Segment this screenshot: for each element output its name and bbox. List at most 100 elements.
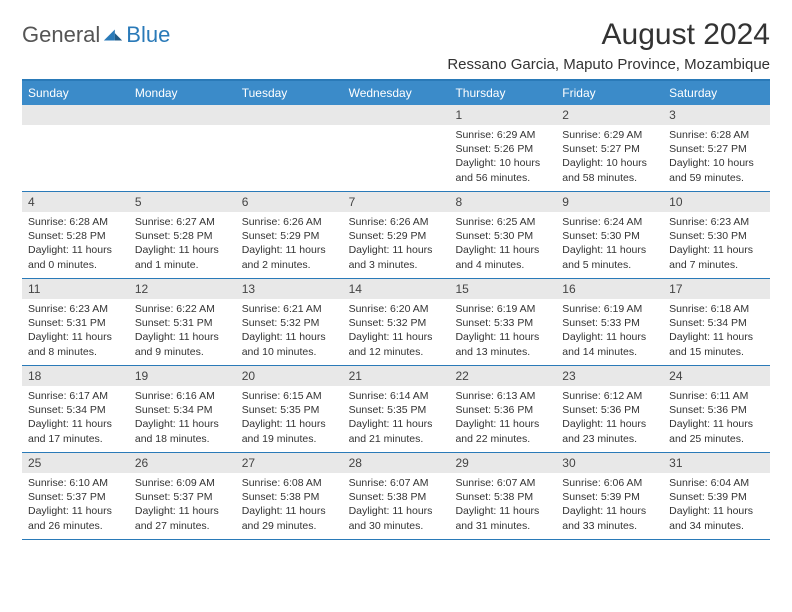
day-cell: 8Sunrise: 6:25 AMSunset: 5:30 PMDaylight… <box>449 192 556 278</box>
sun-info: Sunrise: 6:04 AMSunset: 5:39 PMDaylight:… <box>663 473 770 539</box>
day-cell: 4Sunrise: 6:28 AMSunset: 5:28 PMDaylight… <box>22 192 129 278</box>
date-number: 12 <box>129 279 236 299</box>
calendar: SundayMondayTuesdayWednesdayThursdayFrid… <box>22 79 770 540</box>
date-number: 29 <box>449 453 556 473</box>
day-cell: 26Sunrise: 6:09 AMSunset: 5:37 PMDayligh… <box>129 453 236 539</box>
date-number: 20 <box>236 366 343 386</box>
sun-info: Sunrise: 6:18 AMSunset: 5:34 PMDaylight:… <box>663 299 770 365</box>
day-cell: 28Sunrise: 6:07 AMSunset: 5:38 PMDayligh… <box>343 453 450 539</box>
day-header: Sunday <box>22 81 129 105</box>
day-cell <box>343 105 450 191</box>
date-number: 30 <box>556 453 663 473</box>
sun-info: Sunrise: 6:28 AMSunset: 5:27 PMDaylight:… <box>663 125 770 191</box>
sun-info: Sunrise: 6:07 AMSunset: 5:38 PMDaylight:… <box>343 473 450 539</box>
day-header: Saturday <box>663 81 770 105</box>
logo-text-general: General <box>22 22 100 48</box>
day-cell: 6Sunrise: 6:26 AMSunset: 5:29 PMDaylight… <box>236 192 343 278</box>
day-cell: 16Sunrise: 6:19 AMSunset: 5:33 PMDayligh… <box>556 279 663 365</box>
date-number: 7 <box>343 192 450 212</box>
day-cell: 1Sunrise: 6:29 AMSunset: 5:26 PMDaylight… <box>449 105 556 191</box>
sun-info: Sunrise: 6:15 AMSunset: 5:35 PMDaylight:… <box>236 386 343 452</box>
week-row: 1Sunrise: 6:29 AMSunset: 5:26 PMDaylight… <box>22 105 770 192</box>
logo: General Blue <box>22 22 170 48</box>
date-number: 27 <box>236 453 343 473</box>
sun-info: Sunrise: 6:26 AMSunset: 5:29 PMDaylight:… <box>236 212 343 278</box>
sun-info: Sunrise: 6:27 AMSunset: 5:28 PMDaylight:… <box>129 212 236 278</box>
date-number: 16 <box>556 279 663 299</box>
week-row: 25Sunrise: 6:10 AMSunset: 5:37 PMDayligh… <box>22 453 770 540</box>
date-number: 6 <box>236 192 343 212</box>
date-number <box>236 105 343 125</box>
day-cell: 21Sunrise: 6:14 AMSunset: 5:35 PMDayligh… <box>343 366 450 452</box>
day-cell: 31Sunrise: 6:04 AMSunset: 5:39 PMDayligh… <box>663 453 770 539</box>
day-cell: 12Sunrise: 6:22 AMSunset: 5:31 PMDayligh… <box>129 279 236 365</box>
sun-info: Sunrise: 6:23 AMSunset: 5:30 PMDaylight:… <box>663 212 770 278</box>
page-header: General Blue August 2024 Ressano Garcia,… <box>22 18 770 73</box>
day-cell: 18Sunrise: 6:17 AMSunset: 5:34 PMDayligh… <box>22 366 129 452</box>
date-number: 24 <box>663 366 770 386</box>
sun-info: Sunrise: 6:21 AMSunset: 5:32 PMDaylight:… <box>236 299 343 365</box>
sun-info: Sunrise: 6:06 AMSunset: 5:39 PMDaylight:… <box>556 473 663 539</box>
date-number <box>343 105 450 125</box>
weeks-container: 1Sunrise: 6:29 AMSunset: 5:26 PMDaylight… <box>22 105 770 540</box>
day-cell: 3Sunrise: 6:28 AMSunset: 5:27 PMDaylight… <box>663 105 770 191</box>
date-number: 9 <box>556 192 663 212</box>
sun-info: Sunrise: 6:07 AMSunset: 5:38 PMDaylight:… <box>449 473 556 539</box>
day-cell: 29Sunrise: 6:07 AMSunset: 5:38 PMDayligh… <box>449 453 556 539</box>
sun-info: Sunrise: 6:09 AMSunset: 5:37 PMDaylight:… <box>129 473 236 539</box>
day-header: Tuesday <box>236 81 343 105</box>
day-cell: 5Sunrise: 6:27 AMSunset: 5:28 PMDaylight… <box>129 192 236 278</box>
title-block: August 2024 Ressano Garcia, Maputo Provi… <box>447 18 770 73</box>
day-cell <box>236 105 343 191</box>
date-number <box>22 105 129 125</box>
day-cell: 10Sunrise: 6:23 AMSunset: 5:30 PMDayligh… <box>663 192 770 278</box>
date-number: 15 <box>449 279 556 299</box>
sun-info: Sunrise: 6:10 AMSunset: 5:37 PMDaylight:… <box>22 473 129 539</box>
day-cell: 15Sunrise: 6:19 AMSunset: 5:33 PMDayligh… <box>449 279 556 365</box>
sun-info: Sunrise: 6:12 AMSunset: 5:36 PMDaylight:… <box>556 386 663 452</box>
date-number: 17 <box>663 279 770 299</box>
date-number: 8 <box>449 192 556 212</box>
date-number: 1 <box>449 105 556 125</box>
sun-info: Sunrise: 6:20 AMSunset: 5:32 PMDaylight:… <box>343 299 450 365</box>
logo-text-blue: Blue <box>126 22 170 48</box>
day-header: Monday <box>129 81 236 105</box>
week-row: 11Sunrise: 6:23 AMSunset: 5:31 PMDayligh… <box>22 279 770 366</box>
day-header: Friday <box>556 81 663 105</box>
sun-info: Sunrise: 6:23 AMSunset: 5:31 PMDaylight:… <box>22 299 129 365</box>
sun-info: Sunrise: 6:16 AMSunset: 5:34 PMDaylight:… <box>129 386 236 452</box>
date-number: 14 <box>343 279 450 299</box>
date-number: 13 <box>236 279 343 299</box>
day-cell: 17Sunrise: 6:18 AMSunset: 5:34 PMDayligh… <box>663 279 770 365</box>
sun-info: Sunrise: 6:08 AMSunset: 5:38 PMDaylight:… <box>236 473 343 539</box>
day-header: Wednesday <box>343 81 450 105</box>
date-number: 25 <box>22 453 129 473</box>
date-number: 31 <box>663 453 770 473</box>
date-number: 26 <box>129 453 236 473</box>
day-header-row: SundayMondayTuesdayWednesdayThursdayFrid… <box>22 81 770 105</box>
sun-info: Sunrise: 6:13 AMSunset: 5:36 PMDaylight:… <box>449 386 556 452</box>
date-number <box>129 105 236 125</box>
date-number: 10 <box>663 192 770 212</box>
day-cell: 7Sunrise: 6:26 AMSunset: 5:29 PMDaylight… <box>343 192 450 278</box>
date-number: 4 <box>22 192 129 212</box>
day-cell <box>129 105 236 191</box>
day-cell: 22Sunrise: 6:13 AMSunset: 5:36 PMDayligh… <box>449 366 556 452</box>
day-cell: 11Sunrise: 6:23 AMSunset: 5:31 PMDayligh… <box>22 279 129 365</box>
day-cell: 23Sunrise: 6:12 AMSunset: 5:36 PMDayligh… <box>556 366 663 452</box>
date-number: 11 <box>22 279 129 299</box>
day-cell: 20Sunrise: 6:15 AMSunset: 5:35 PMDayligh… <box>236 366 343 452</box>
day-cell: 14Sunrise: 6:20 AMSunset: 5:32 PMDayligh… <box>343 279 450 365</box>
date-number: 28 <box>343 453 450 473</box>
week-row: 18Sunrise: 6:17 AMSunset: 5:34 PMDayligh… <box>22 366 770 453</box>
day-cell: 30Sunrise: 6:06 AMSunset: 5:39 PMDayligh… <box>556 453 663 539</box>
day-cell: 25Sunrise: 6:10 AMSunset: 5:37 PMDayligh… <box>22 453 129 539</box>
location-text: Ressano Garcia, Maputo Province, Mozambi… <box>447 56 770 73</box>
sun-info: Sunrise: 6:28 AMSunset: 5:28 PMDaylight:… <box>22 212 129 278</box>
day-cell <box>22 105 129 191</box>
date-number: 22 <box>449 366 556 386</box>
sun-info: Sunrise: 6:29 AMSunset: 5:27 PMDaylight:… <box>556 125 663 191</box>
day-cell: 13Sunrise: 6:21 AMSunset: 5:32 PMDayligh… <box>236 279 343 365</box>
date-number: 5 <box>129 192 236 212</box>
date-number: 3 <box>663 105 770 125</box>
